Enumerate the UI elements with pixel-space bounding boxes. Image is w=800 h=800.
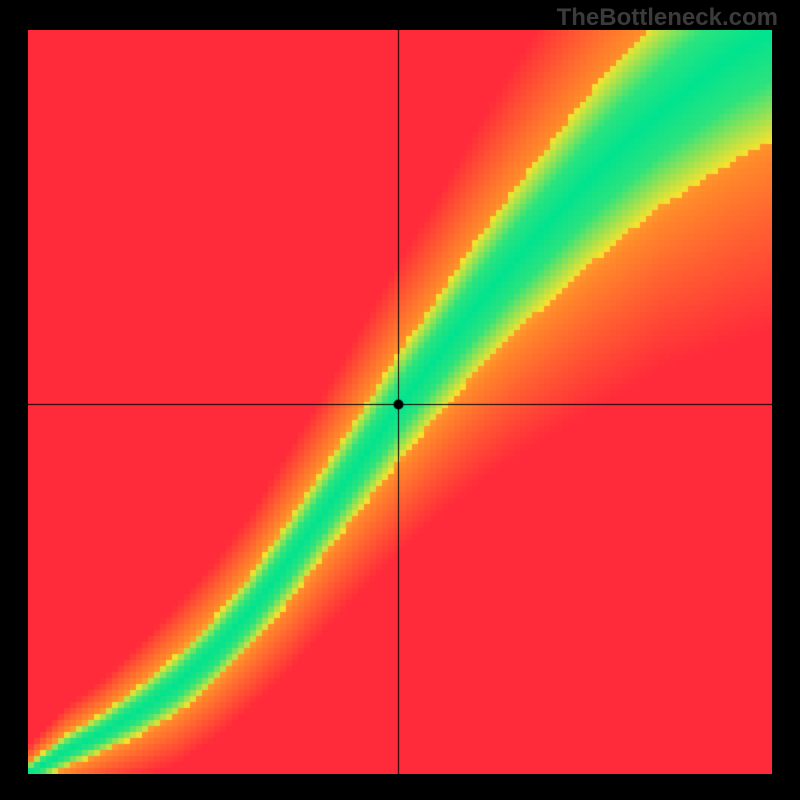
chart-container: { "type": "heatmap", "canvas": { "width"… (0, 0, 800, 800)
watermark-text: TheBottleneck.com (557, 4, 778, 32)
bottleneck-heatmap (28, 30, 772, 774)
